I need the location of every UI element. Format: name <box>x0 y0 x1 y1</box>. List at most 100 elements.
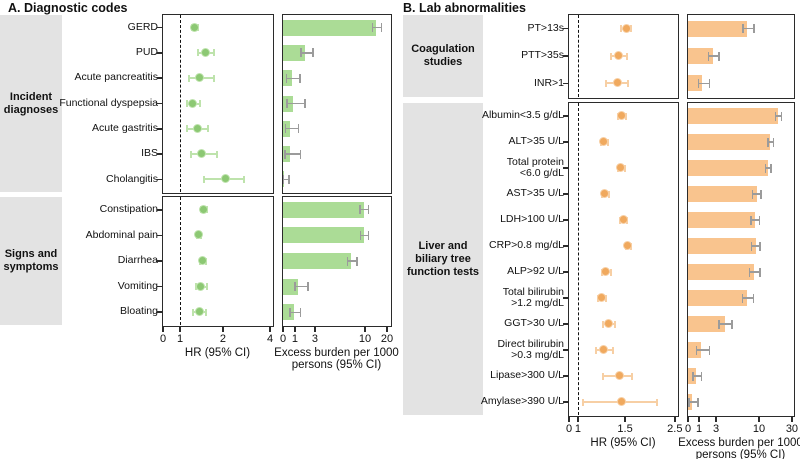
burden-ci-cap-low <box>696 345 698 355</box>
hr-ci-cap-low <box>192 308 195 316</box>
hr-ci-cap-high <box>609 268 612 276</box>
burden-ci-cap-high <box>760 189 762 199</box>
hr-axis-tick-label: 2.5 <box>667 423 683 435</box>
hr-ci-cap-low <box>581 398 584 406</box>
row-axis-tick <box>562 82 569 85</box>
burden-bar <box>688 342 702 358</box>
burden-bar <box>688 212 756 228</box>
hr-ci-cap-high <box>243 175 246 183</box>
row-label: Albumin<3.5 g/dL <box>482 103 564 129</box>
text-line: Bloating <box>120 305 158 318</box>
hr-ci-cap-low <box>194 283 197 291</box>
hr-ci-cap-low <box>189 150 192 158</box>
hr-axis-tick <box>162 326 164 332</box>
row-label: Constipation <box>50 197 158 223</box>
burden-ci-line <box>775 115 782 117</box>
text-line: Amylase>390 U/L <box>480 395 564 408</box>
row-axis-tick <box>562 193 569 195</box>
text-line: ALT>35 U/L <box>508 135 564 148</box>
burden-ci-cap-low <box>282 174 284 184</box>
burden-bar <box>283 201 364 218</box>
hr-ci-cap-high <box>624 164 627 172</box>
row-axis-tick <box>562 349 569 351</box>
burden-ci-cap-high <box>297 124 299 134</box>
hr-axis-tick <box>568 416 570 422</box>
text-line: Functional dyspepsia <box>59 96 158 109</box>
burden-ci-cap-low <box>707 51 710 61</box>
text-line: Excess burden per 1000 <box>274 347 399 359</box>
hr-ci-cap-high <box>626 52 629 60</box>
hr-axis-tick-label: 1.5 <box>617 423 633 435</box>
burden-ci-cap-high <box>708 345 710 355</box>
burden-ci-cap-low <box>749 267 751 277</box>
hr-point-estimate <box>604 319 614 328</box>
row-axis-tick <box>156 153 163 155</box>
burden-ci-cap-low <box>764 163 767 173</box>
hr-ci-cap-high <box>206 283 209 291</box>
burden-ci-line <box>286 102 305 105</box>
reference-line-hr-1 <box>577 103 579 415</box>
hr-point-estimate <box>599 137 609 146</box>
hr-point-estimate <box>617 397 627 406</box>
hr-ci-cap-high <box>213 74 216 82</box>
text-line: persons (95% CI) <box>291 359 382 371</box>
text-line: Signs and <box>4 248 58 260</box>
hr-ci-cap-low <box>620 25 623 33</box>
burden-bar <box>688 186 757 202</box>
burden-axis-tick-label: 3 <box>712 423 720 435</box>
hr-ci-cap-high <box>198 100 201 107</box>
hr-ci-cap-high <box>631 372 634 380</box>
reference-line-hr-1 <box>180 15 181 192</box>
reference-line-hr-1 <box>577 15 579 97</box>
hr-point-estimate <box>599 345 609 354</box>
burden-ci-cap-high <box>700 371 702 381</box>
hr-ci-cap-high <box>656 398 659 406</box>
hr-point-estimate <box>196 281 206 291</box>
burden-axis-tick <box>715 416 717 422</box>
hr-point-estimate <box>221 174 231 184</box>
row-axis-tick <box>156 260 163 262</box>
row-label: AST>35 U/L <box>484 181 565 207</box>
burden-ci-line <box>743 28 755 30</box>
burden-axis-tick <box>758 416 760 422</box>
hr-axis-tick <box>269 326 271 332</box>
hr-axis-title: HR (95% CI) <box>118 347 318 359</box>
text-line: Total protein <box>506 155 564 168</box>
row-axis-tick <box>562 141 569 143</box>
hr-ci-cap-high <box>213 49 216 57</box>
hr-ci-cap-low <box>609 52 612 60</box>
burden-ci-line <box>360 234 369 237</box>
burden-ci-cap-high <box>304 99 306 108</box>
hr-ci-cap-high <box>207 125 210 133</box>
row-label: Amylase>390 U/L <box>480 389 564 415</box>
hr-ci-cap-low <box>602 372 605 380</box>
burden-ci-line <box>285 128 299 130</box>
burden-bar <box>283 304 295 321</box>
text-line: Lipase>300 U/L <box>490 369 564 382</box>
row-axis-tick <box>156 102 163 105</box>
row-label: PTT>35s <box>484 42 564 69</box>
burden-ci-cap-low <box>289 307 291 317</box>
row-axis-tick <box>562 323 569 325</box>
burden-axis-tick-label: 1 <box>291 333 299 345</box>
row-axis-tick <box>156 311 163 313</box>
burden-axis-title: Excess burden per 1000 persons (95% CI) <box>641 437 800 459</box>
burden-ci-cap-high <box>367 205 369 215</box>
hr-ci-cap-low <box>196 49 199 57</box>
text-line: HR (95% CI) <box>184 347 251 359</box>
row-label: PUD <box>50 40 158 65</box>
text-line: ALP>92 U/L <box>507 265 564 278</box>
row-label: Total bilirubin >1.2 mg/dL <box>484 285 564 311</box>
hr-axis-tick-label: 4 <box>266 333 274 345</box>
text-line: studies <box>423 56 463 68</box>
row-axis-tick <box>562 271 569 273</box>
burden-bar <box>283 44 305 61</box>
text-line: biliary tree <box>415 252 471 265</box>
burden-ci-cap-high <box>300 307 302 317</box>
row-axis-tick <box>562 375 569 377</box>
burden-ci-cap-low <box>767 137 769 147</box>
burden-axis-tick-label: 10 <box>752 423 766 435</box>
burden-bar <box>688 160 768 176</box>
hr-ci-cap-low <box>186 100 189 107</box>
hr-point-estimate <box>596 293 606 302</box>
